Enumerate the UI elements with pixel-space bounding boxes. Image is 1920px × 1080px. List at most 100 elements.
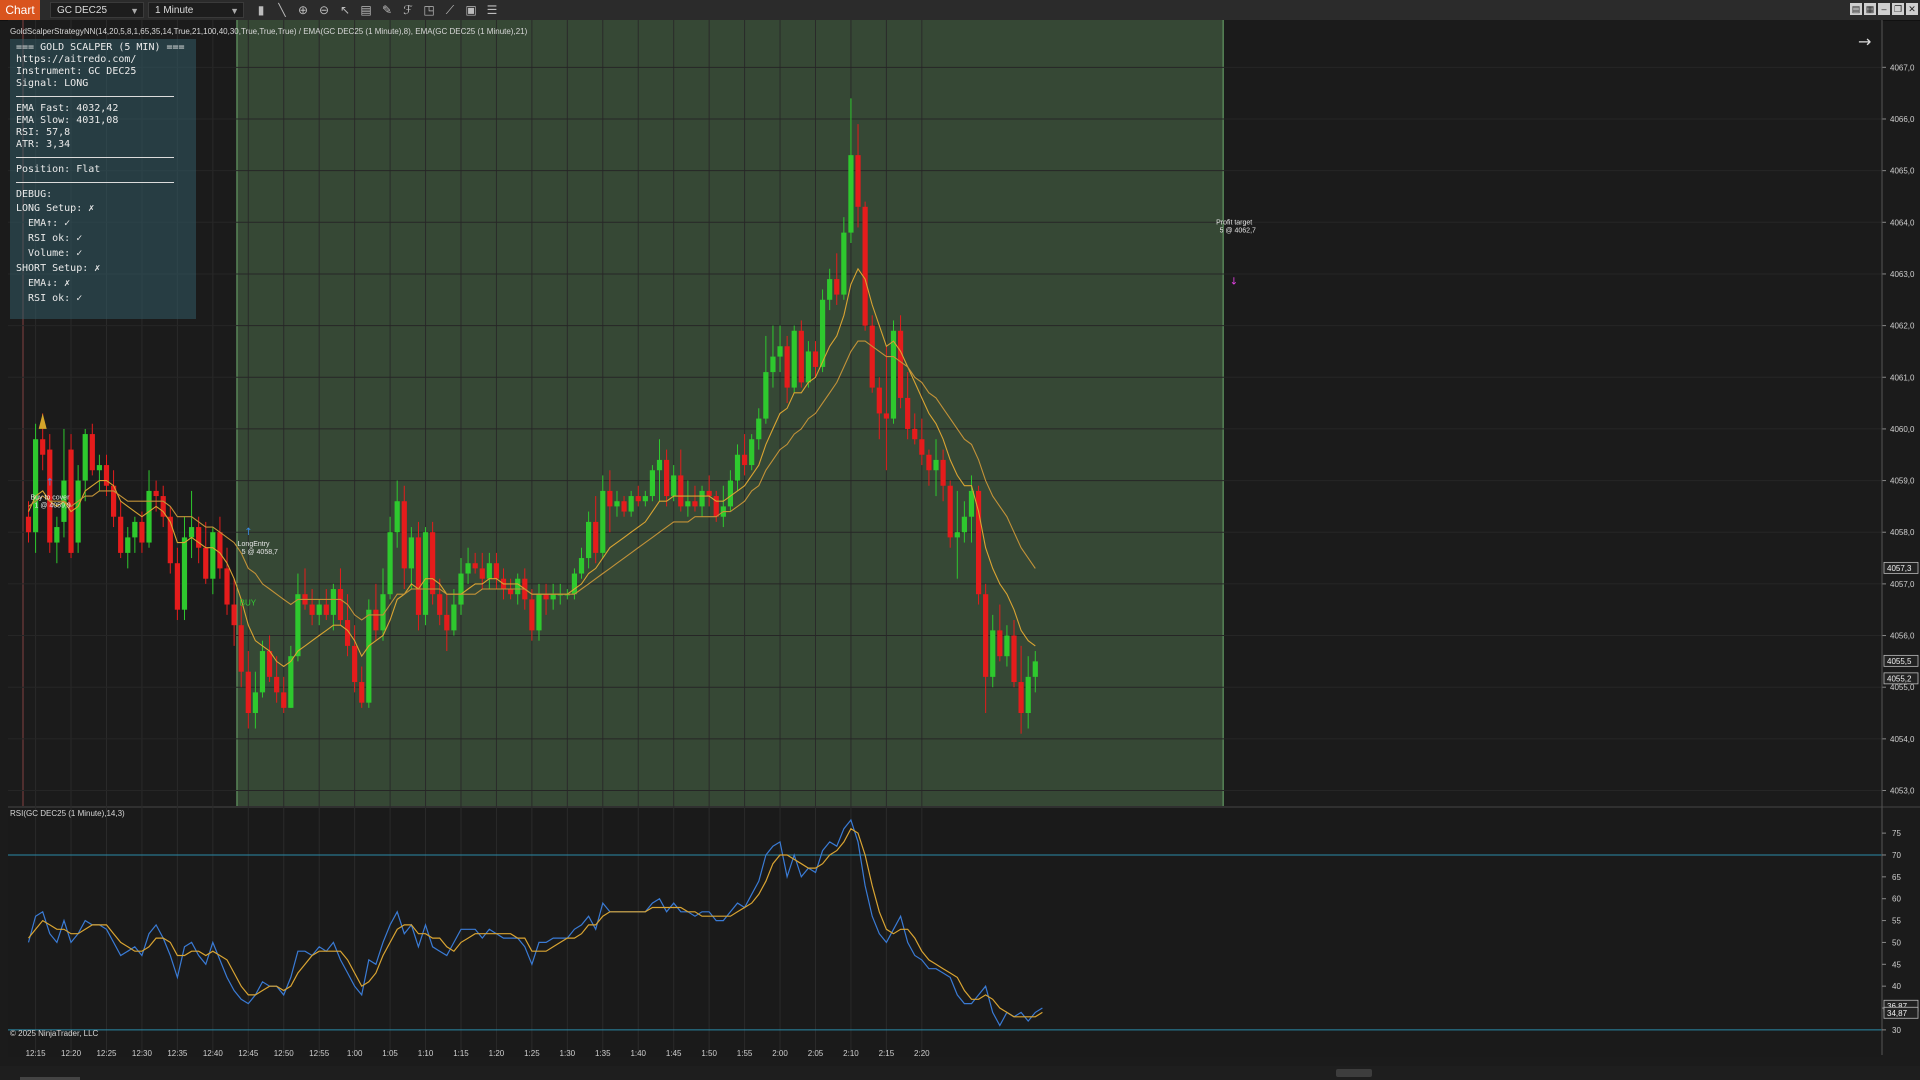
- rsi-tick-label: 55: [1892, 917, 1901, 926]
- bars-icon[interactable]: ▮: [257, 3, 265, 17]
- info-position: Position: Flat: [16, 164, 101, 175]
- minimize-icon[interactable]: –: [1878, 3, 1890, 15]
- instrument-selector[interactable]: GC DEC25 ▼: [50, 2, 144, 18]
- candle-body: [805, 351, 811, 383]
- candle-body: [515, 578, 521, 595]
- info-long-ema: EMA↑: ✓: [16, 218, 71, 229]
- toolbar-icons: ▮ ╲ ⊕ ⊖ ↖ ▤ ✎ ℱ ◳ ⟋ ▣ ☰: [252, 2, 501, 18]
- info-short-ema: EMA↓: ✗: [16, 278, 71, 289]
- candle-body: [699, 490, 705, 507]
- chart-menu-button[interactable]: Chart: [0, 0, 40, 20]
- info-debug: DEBUG:: [16, 189, 53, 200]
- candle-body: [834, 279, 840, 295]
- candle-body: [1004, 635, 1010, 657]
- candle-body: [408, 537, 414, 569]
- rsi-tick-label: 70: [1892, 851, 1901, 860]
- rsi-line: [27, 818, 1043, 1027]
- candle-body: [337, 589, 344, 621]
- info-title: === GOLD SCALPER (5 MIN) ===: [16, 42, 185, 53]
- candle-body: [210, 532, 216, 579]
- layout-icon[interactable]: ▦: [1864, 3, 1876, 15]
- properties-icon[interactable]: ✎: [381, 3, 393, 17]
- candle-body: [508, 589, 514, 595]
- chevron-down-icon: ▼: [130, 6, 139, 16]
- price-tick-label: 4060,0: [1890, 425, 1915, 434]
- cursor-icon[interactable]: ↖: [339, 3, 351, 17]
- data-box-icon[interactable]: ☰: [486, 3, 498, 17]
- candle-body: [848, 155, 854, 233]
- close-icon[interactable]: ✕: [1906, 3, 1918, 15]
- buy-signal-label: BUY: [240, 598, 257, 607]
- scroll-to-end-arrow-icon[interactable]: →: [1858, 32, 1871, 51]
- candle-body: [323, 604, 329, 615]
- candle-body: [557, 594, 563, 596]
- trend-icon[interactable]: ⟋: [445, 3, 455, 17]
- time-tick-label: 1:55: [737, 1049, 753, 1058]
- candle-body: [444, 614, 450, 631]
- rsi-badge-box: [1883, 1006, 1919, 1019]
- candle-body: [770, 356, 776, 373]
- chevron-down-icon: ▼: [230, 6, 239, 16]
- interval-value: 1 Minute: [155, 5, 194, 16]
- candle-body: [706, 490, 712, 497]
- price-tick-label: 4059,0: [1890, 477, 1915, 486]
- candle-body: [54, 527, 60, 543]
- strategies-icon[interactable]: ◳: [423, 3, 435, 17]
- candle-body: [791, 330, 797, 388]
- candle-body: [89, 434, 95, 471]
- time-tick-label: 12:25: [96, 1049, 117, 1058]
- profit-target-fill-label: 5 @ 4062,7: [1220, 227, 1256, 234]
- scrollbar-thumb[interactable]: [1336, 1069, 1372, 1077]
- candle-body: [571, 573, 578, 595]
- candle-body: [593, 521, 599, 553]
- candle-body: [649, 470, 656, 497]
- rsi-tick-label: 30: [1892, 1026, 1901, 1035]
- tile-icon[interactable]: ▤: [1850, 3, 1862, 15]
- interval-selector[interactable]: 1 Minute ▼: [148, 2, 244, 18]
- candle-body: [288, 656, 294, 708]
- candle-body: [749, 439, 755, 466]
- candle-body: [578, 558, 585, 574]
- time-tick-label: 12:30: [132, 1049, 153, 1058]
- candle-body: [380, 594, 386, 631]
- candle-body: [642, 496, 648, 502]
- candle-body: [784, 346, 790, 388]
- info-long-setup: LONG Setup: ✗: [16, 203, 95, 214]
- candle-body: [430, 532, 436, 595]
- price-badge: 4055,2: [1887, 674, 1912, 683]
- buy-to-cover-label: Buy to cover: [31, 495, 71, 502]
- template-icon[interactable]: ▤: [360, 3, 372, 17]
- rsi-tick-label: 65: [1892, 873, 1901, 882]
- draw-line-icon[interactable]: ╲: [278, 3, 286, 17]
- time-tick-label: 12:45: [238, 1049, 259, 1058]
- horizontal-scrollbar[interactable]: [0, 1066, 1920, 1080]
- chart-canvas[interactable]: 12:15 12:20 12:25 12:30 12:35 12:40 12:45 12:50…: [0, 20, 1920, 1066]
- candle-body: [997, 630, 1003, 657]
- sell-arrow-icon: ↓: [1230, 276, 1238, 287]
- info-short-setup: SHORT Setup: ✗: [16, 263, 101, 274]
- candle-body: [564, 594, 570, 596]
- candle-body: [415, 537, 422, 615]
- time-tick-label: 2:15: [879, 1049, 895, 1058]
- candle-body: [359, 682, 365, 703]
- candle-body: [678, 475, 684, 507]
- indicators-icon[interactable]: ℱ: [403, 3, 413, 17]
- candle-body: [451, 604, 457, 631]
- zoom-in-icon[interactable]: ⊕: [297, 3, 309, 17]
- rsi-signal-line: [28, 827, 1043, 1018]
- price-tick-label: 4054,0: [1890, 735, 1915, 744]
- restore-icon[interactable]: ❐: [1892, 3, 1904, 15]
- candle-body: [238, 625, 244, 672]
- strategy-header: GoldScalperStrategyNN(14,20,5,8,1,65,35,…: [10, 27, 528, 36]
- instrument-value: GC DEC25: [57, 5, 108, 16]
- candle-body: [274, 676, 280, 693]
- zoom-out-icon[interactable]: ⊖: [318, 3, 330, 17]
- candle-body: [876, 387, 882, 414]
- candle-body: [281, 692, 287, 708]
- candle-body: [231, 604, 237, 626]
- candle-body: [940, 459, 946, 486]
- info-url[interactable]: https://aitredo.com/: [16, 54, 137, 65]
- candle-body: [671, 475, 677, 497]
- candle-body: [990, 630, 996, 677]
- snapshot-icon[interactable]: ▣: [465, 3, 477, 17]
